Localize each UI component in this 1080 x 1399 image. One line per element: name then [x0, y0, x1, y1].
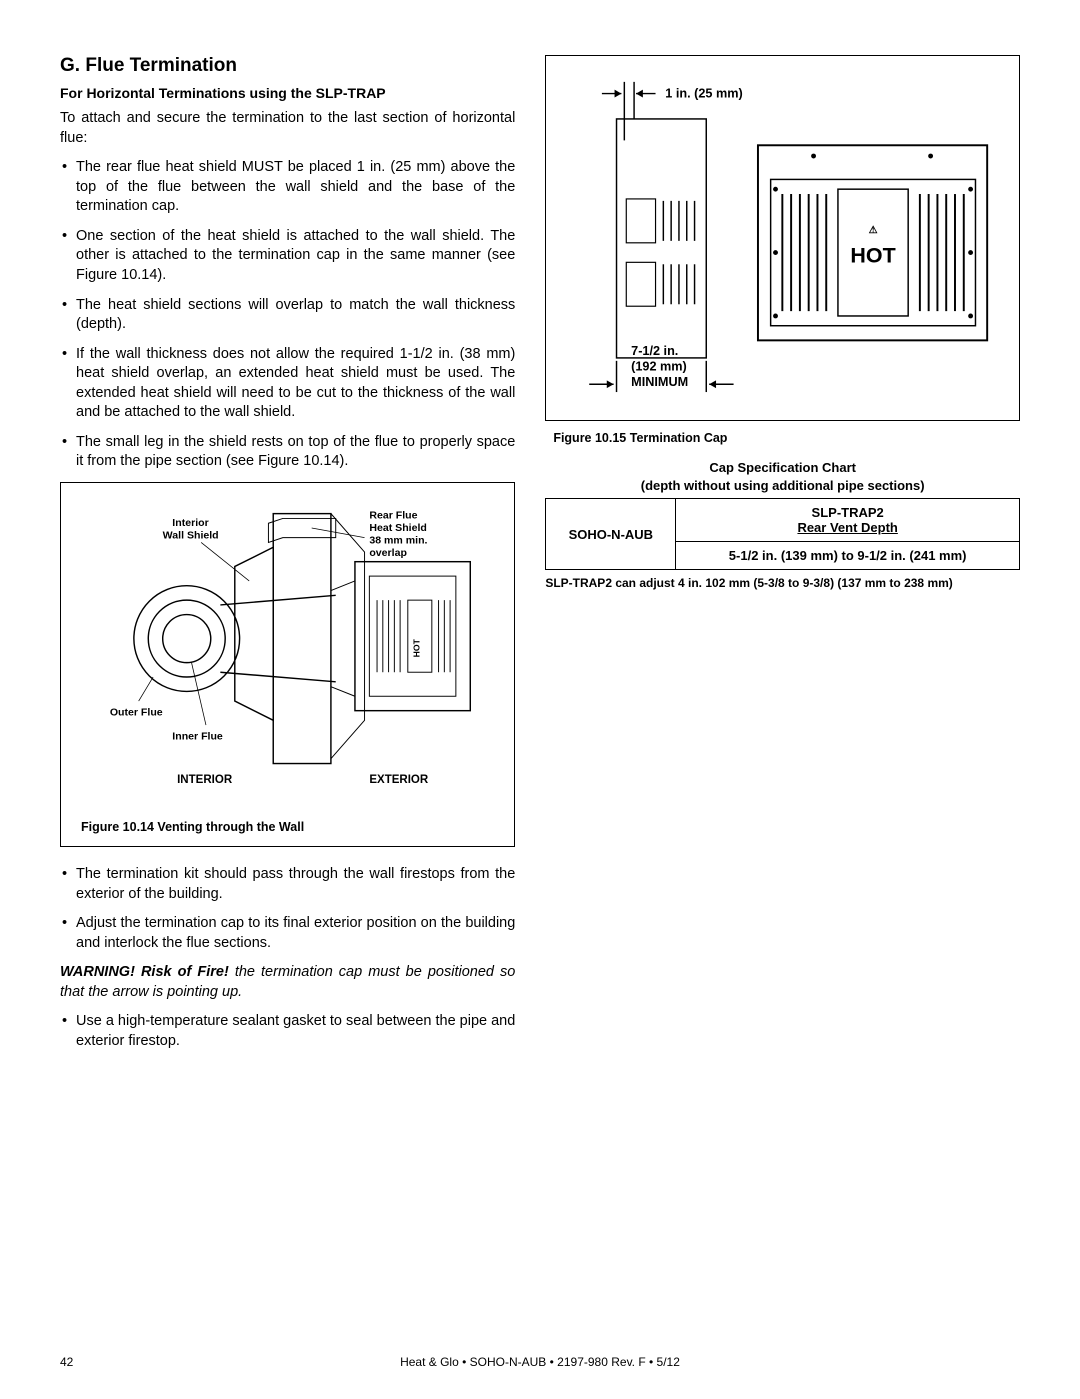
figure-1014: HOT Interior: [60, 482, 515, 847]
list-item: If the wall thickness does not allow the…: [60, 345, 515, 423]
list-item: The heat shield sections will overlap to…: [60, 296, 515, 335]
sub-heading: For Horizontal Terminations using the SL…: [60, 85, 515, 101]
svg-text:(192 mm): (192 mm): [631, 360, 687, 374]
list-item: Use a high-temperature sealant gasket to…: [60, 1012, 515, 1051]
hot-label: HOT: [851, 243, 896, 267]
svg-text:⚠: ⚠: [869, 225, 878, 236]
list-item: Adjust the termination cap to its final …: [60, 914, 515, 953]
figure-1014-caption: Figure 10.14 Venting through the Wall: [81, 820, 494, 834]
model-cell: SOHO-N-AUB: [546, 499, 676, 570]
spec-note: SLP-TRAP2 can adjust 4 in. 102 mm (5-3/8…: [545, 576, 1020, 592]
bullet-list-bot: Use a high-temperature sealant gasket to…: [60, 1012, 515, 1051]
intro-paragraph: To attach and secure the termination to …: [60, 109, 515, 148]
list-item: The termination kit should pass through …: [60, 865, 515, 904]
svg-text:Heat Shield: Heat Shield: [369, 522, 427, 534]
page-footer: 42 Heat & Glo • SOHO-N-AUB • 2197-980 Re…: [60, 1355, 1020, 1369]
list-item: The rear flue heat shield MUST be placed…: [60, 158, 515, 217]
section-heading: G. Flue Termination: [60, 55, 515, 77]
bullet-list-mid: The termination kit should pass through …: [60, 865, 515, 953]
spec-title-l2: (depth without using additional pipe sec…: [641, 478, 925, 493]
spec-table: SOHO-N-AUB SLP-TRAP2 Rear Vent Depth 5-1…: [545, 498, 1020, 570]
interior-label: INTERIOR: [177, 774, 233, 786]
spec-title-l1: Cap Specification Chart: [709, 460, 856, 475]
warning-paragraph: WARNING! Risk of Fire! the termination c…: [60, 963, 515, 1002]
value-cell: 5-1/2 in. (139 mm) to 9-1/2 in. (241 mm): [676, 542, 1020, 570]
svg-text:38 mm min.: 38 mm min.: [369, 534, 427, 546]
footer-center: Heat & Glo • SOHO-N-AUB • 2197-980 Rev. …: [60, 1355, 1020, 1369]
svg-text:Wall Shield: Wall Shield: [163, 530, 219, 542]
svg-text:Outer Flue: Outer Flue: [110, 706, 163, 718]
svg-text:Rear Flue: Rear Flue: [369, 509, 417, 521]
svg-text:HOT: HOT: [411, 638, 421, 657]
figure-1015-caption: Figure 10.15 Termination Cap: [553, 431, 1020, 445]
svg-text:Inner Flue: Inner Flue: [172, 731, 223, 743]
warning-bold: WARNING! Risk of Fire!: [60, 964, 229, 980]
svg-text:MINIMUM: MINIMUM: [631, 375, 688, 389]
termination-cap-diagram: 1 in. (25 mm): [558, 68, 1007, 403]
svg-text:overlap: overlap: [369, 547, 407, 559]
figure-1015: 1 in. (25 mm): [545, 55, 1020, 421]
bullet-list-top: The rear flue heat shield MUST be placed…: [60, 158, 515, 472]
svg-text:7-1/2 in.: 7-1/2 in.: [631, 344, 678, 358]
list-item: The small leg in the shield rests on top…: [60, 433, 515, 472]
top-dim-label: 1 in. (25 mm): [666, 86, 743, 100]
exterior-label: EXTERIOR: [369, 774, 429, 786]
list-item: One section of the heat shield is attach…: [60, 227, 515, 286]
svg-text:Interior: Interior: [172, 517, 208, 529]
venting-diagram: HOT Interior: [81, 503, 494, 803]
table-row: SOHO-N-AUB SLP-TRAP2 Rear Vent Depth: [546, 499, 1020, 542]
header-cell: SLP-TRAP2 Rear Vent Depth: [676, 499, 1020, 542]
spec-title: Cap Specification Chart (depth without u…: [545, 459, 1020, 494]
